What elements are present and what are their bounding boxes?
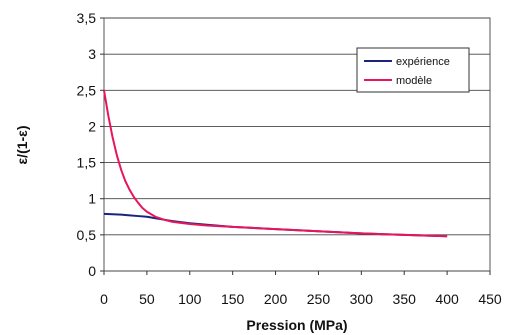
- legend-box: [356, 47, 470, 93]
- legend-label-experience: expérience: [396, 56, 450, 68]
- x-tick-label: 200: [264, 291, 288, 307]
- legend: expérience modèle: [356, 47, 470, 93]
- legend-label-modele: modèle: [396, 75, 432, 87]
- series-layer: [103, 90, 448, 238]
- y-tick-label: 2,5: [77, 82, 97, 98]
- y-axis-ticks: 0 0,5 1 1,5 2 2,5 3 3,5: [77, 10, 104, 279]
- x-tick-label: 450: [478, 291, 502, 307]
- x-tick-label: 0: [100, 291, 108, 307]
- x-tick-label: 400: [435, 291, 459, 307]
- series-line-modele: [103, 90, 448, 238]
- y-tick-label: 3: [88, 46, 96, 62]
- y-tick-label: 1: [88, 191, 96, 207]
- x-tick-label: 150: [221, 291, 245, 307]
- x-axis-title: Pression (MPa): [246, 317, 347, 333]
- x-tick-label: 100: [178, 291, 202, 307]
- y-tick-label: 3,5: [77, 10, 97, 26]
- x-tick-label: 50: [139, 291, 155, 307]
- y-axis-title: ε/(1-ε): [14, 126, 30, 165]
- y-tick-label: 0,5: [77, 227, 97, 243]
- x-tick-label: 250: [307, 291, 331, 307]
- y-tick-label: 0: [88, 263, 96, 279]
- x-tick-label: 300: [350, 291, 374, 307]
- y-tick-label: 2: [88, 118, 96, 134]
- y-tick-label: 1,5: [77, 155, 97, 171]
- x-tick-label: 350: [393, 291, 417, 307]
- x-axis-ticks: 0 50 100 150 200 250 300 350 400 450: [100, 271, 502, 307]
